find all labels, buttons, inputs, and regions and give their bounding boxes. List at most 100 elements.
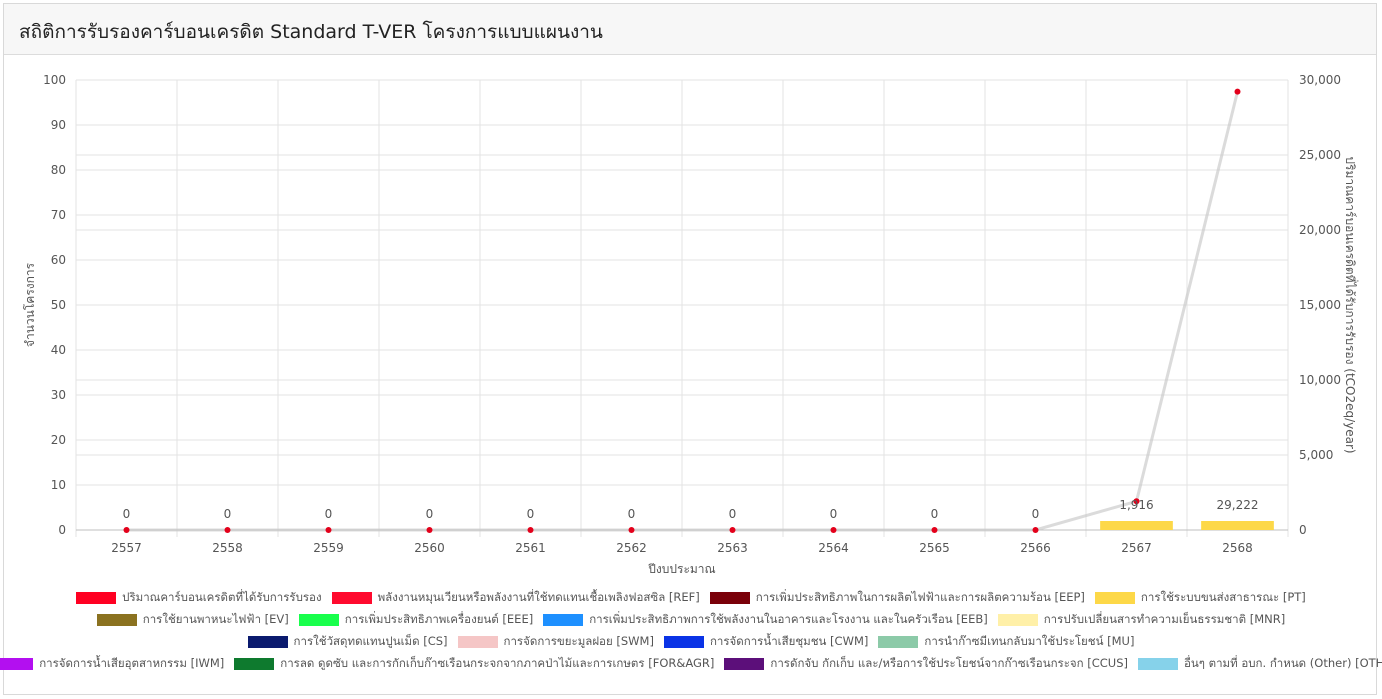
legend-item[interactable]: การใช้ยานพาหนะไฟฟ้า [EV]: [96, 611, 289, 629]
legend-swatch: [663, 636, 704, 648]
data-label: 29,222: [1217, 498, 1259, 512]
legend-label: การจัดการขยะมูลฝอย [SWM]: [503, 634, 654, 648]
legend-swatch: [457, 636, 498, 648]
line-point: [729, 527, 736, 533]
y2-tick-label: 0: [1299, 523, 1307, 537]
y2-tick-label: 10,000: [1299, 373, 1341, 387]
y-tick-label: 30: [51, 388, 66, 402]
legend-swatch: [1094, 592, 1135, 604]
legend-swatch: [298, 614, 339, 626]
legend-swatch: [878, 636, 919, 648]
data-label: 0: [628, 507, 636, 521]
legend-item[interactable]: การดักจับ กักเก็บ และ/หรือการใช้ประโยชน์…: [724, 655, 1128, 673]
legend-row: การใช้ยานพาหนะไฟฟ้า [EV] การเพิ่มประสิทธิ…: [0, 611, 1382, 629]
y-tick-label: 40: [51, 343, 66, 357]
legend-item[interactable]: การจัดการน้ำเสียอุตสาหกรรม [IWM]: [0, 655, 224, 673]
data-label: 0: [729, 507, 737, 521]
legend-label: การเพิ่มประสิทธิภาพเครื่องยนต์ [EEE]: [344, 612, 534, 626]
line-point: [224, 527, 231, 533]
y2-tick-label: 5,000: [1299, 448, 1333, 462]
x-tick-label: 2565: [919, 541, 950, 555]
legend-label: การดักจับ กักเก็บ และ/หรือการใช้ประโยชน์…: [770, 656, 1128, 670]
data-label: 0: [325, 507, 333, 521]
legend-swatch: [234, 658, 275, 670]
line-series: [126, 91, 1239, 532]
y-tick-label: 0: [58, 523, 66, 537]
card-header: สถิติการรับรองคาร์บอนเครดิต Standard T-V…: [4, 4, 1376, 55]
legend-swatch: [96, 614, 137, 626]
legend-row: ปริมาณคาร์บอนเครดิตที่ได้รับการรับรอง พลั…: [0, 589, 1382, 607]
y2-tick-label: 15,000: [1299, 298, 1341, 312]
data-label: 0: [224, 507, 232, 521]
data-label: 1,916: [1119, 498, 1153, 512]
legend-label: การปรับเปลี่ยนสารทำความเย็นธรรมชาติ [MNR…: [1043, 612, 1286, 626]
legend-label: การนำก๊าซมีเทนกลับมาใช้ประโยชน์ [MU]: [924, 634, 1135, 648]
x-tick-label: 2558: [212, 541, 243, 555]
x-tick-label: 2568: [1222, 541, 1253, 555]
legend-item[interactable]: การใช้วัสดุทดแทนปูนเม็ด [CS]: [247, 633, 448, 651]
chart-card: สถิติการรับรองคาร์บอนเครดิต Standard T-V…: [3, 3, 1377, 695]
x-tick-label: 2563: [717, 541, 748, 555]
x-tick-label: 2567: [1121, 541, 1152, 555]
legend-row: การใช้วัสดุทดแทนปูนเม็ด [CS] การจัดการขยะ…: [0, 633, 1382, 651]
legend-label: การเพิ่มประสิทธิภาพการใช้พลังงานในอาคารแ…: [589, 612, 988, 626]
x-tick-label: 2560: [414, 541, 445, 555]
data-label: 0: [426, 507, 434, 521]
legend-label: อื่นๆ ตามที่ อบก. กำหนด (Other) [OTH]: [1184, 656, 1382, 670]
data-label: 0: [527, 507, 535, 521]
x-tick-label: 2561: [515, 541, 546, 555]
bar: [1100, 521, 1173, 530]
legend-label: ปริมาณคาร์บอนเครดิตที่ได้รับการรับรอง: [122, 590, 322, 604]
legend-swatch: [76, 592, 117, 604]
legend-swatch: [724, 658, 765, 670]
line-point: [628, 527, 635, 533]
y2-tick-label: 20,000: [1299, 223, 1341, 237]
page-title: สถิติการรับรองคาร์บอนเครดิต Standard T-V…: [19, 21, 603, 43]
data-label: 0: [931, 507, 939, 521]
line-point: [1234, 88, 1241, 95]
x-tick-label: 2557: [111, 541, 142, 555]
legend-item[interactable]: การปรับเปลี่ยนสารทำความเย็นธรรมชาติ [MNR…: [997, 611, 1286, 629]
line-point: [1133, 498, 1140, 505]
y-tick-label: 60: [51, 253, 66, 267]
y-tick-label: 20: [51, 433, 66, 447]
line-point: [123, 527, 130, 533]
line-point: [426, 527, 433, 533]
legend-label: การจัดการน้ำเสียชุมชน [CWM]: [709, 634, 869, 648]
data-label: 0: [123, 507, 131, 521]
y2-tick-label: 25,000: [1299, 148, 1341, 162]
x-axis-title: ปีงบประมาณ: [648, 562, 716, 576]
legend-item[interactable]: การเพิ่มประสิทธิภาพในการผลิตไฟฟ้าและการผ…: [709, 589, 1085, 607]
legend-swatch: [709, 592, 750, 604]
legend-item[interactable]: อื่นๆ ตามที่ อบก. กำหนด (Other) [OTH]: [1138, 655, 1382, 673]
legend-label: การลด ดูดซับ และการกักเก็บก๊าซเรือนกระจก…: [280, 656, 715, 670]
line-point: [527, 527, 534, 533]
legend-item[interactable]: การเพิ่มประสิทธิภาพเครื่องยนต์ [EEE]: [298, 611, 534, 629]
x-tick-label: 2566: [1020, 541, 1051, 555]
line-point: [931, 527, 938, 533]
legend-item[interactable]: พลังงานหมุนเวียนหรือพลังงานที่ใช้ทดแทนเช…: [331, 589, 700, 607]
legend-item[interactable]: การใช้ระบบขนส่งสาธารณะ [PT]: [1094, 589, 1306, 607]
y-tick-label: 90: [51, 118, 66, 132]
legend-item[interactable]: การนำก๊าซมีเทนกลับมาใช้ประโยชน์ [MU]: [878, 633, 1134, 651]
legend-swatch: [247, 636, 288, 648]
legend-swatch: [331, 592, 372, 604]
legend-swatch: [997, 614, 1038, 626]
data-label: 0: [1032, 507, 1040, 521]
y-tick-label: 10: [51, 478, 66, 492]
y-tick-label: 100: [43, 73, 66, 87]
legend-item[interactable]: การจัดการน้ำเสียชุมชน [CWM]: [663, 633, 869, 651]
legend-item[interactable]: การลด ดูดซับ และการกักเก็บก๊าซเรือนกระจก…: [234, 655, 714, 673]
y-axis-title: จำนวนโครงการ: [23, 262, 37, 347]
legend-item[interactable]: ปริมาณคาร์บอนเครดิตที่ได้รับการรับรอง: [76, 589, 322, 607]
legend-item[interactable]: การจัดการขยะมูลฝอย [SWM]: [457, 633, 654, 651]
y-tick-label: 70: [51, 208, 66, 222]
y-tick-label: 80: [51, 163, 66, 177]
legend-item[interactable]: การเพิ่มประสิทธิภาพการใช้พลังงานในอาคารแ…: [543, 611, 988, 629]
data-label: 0: [830, 507, 838, 521]
line-point: [1032, 527, 1039, 533]
legend-label: การใช้วัสดุทดแทนปูนเม็ด [CS]: [293, 634, 448, 648]
legend-swatch: [543, 614, 584, 626]
legend-label: การใช้ยานพาหนะไฟฟ้า [EV]: [142, 612, 289, 626]
legend-label: การเพิ่มประสิทธิภาพในการผลิตไฟฟ้าและการผ…: [755, 590, 1085, 604]
